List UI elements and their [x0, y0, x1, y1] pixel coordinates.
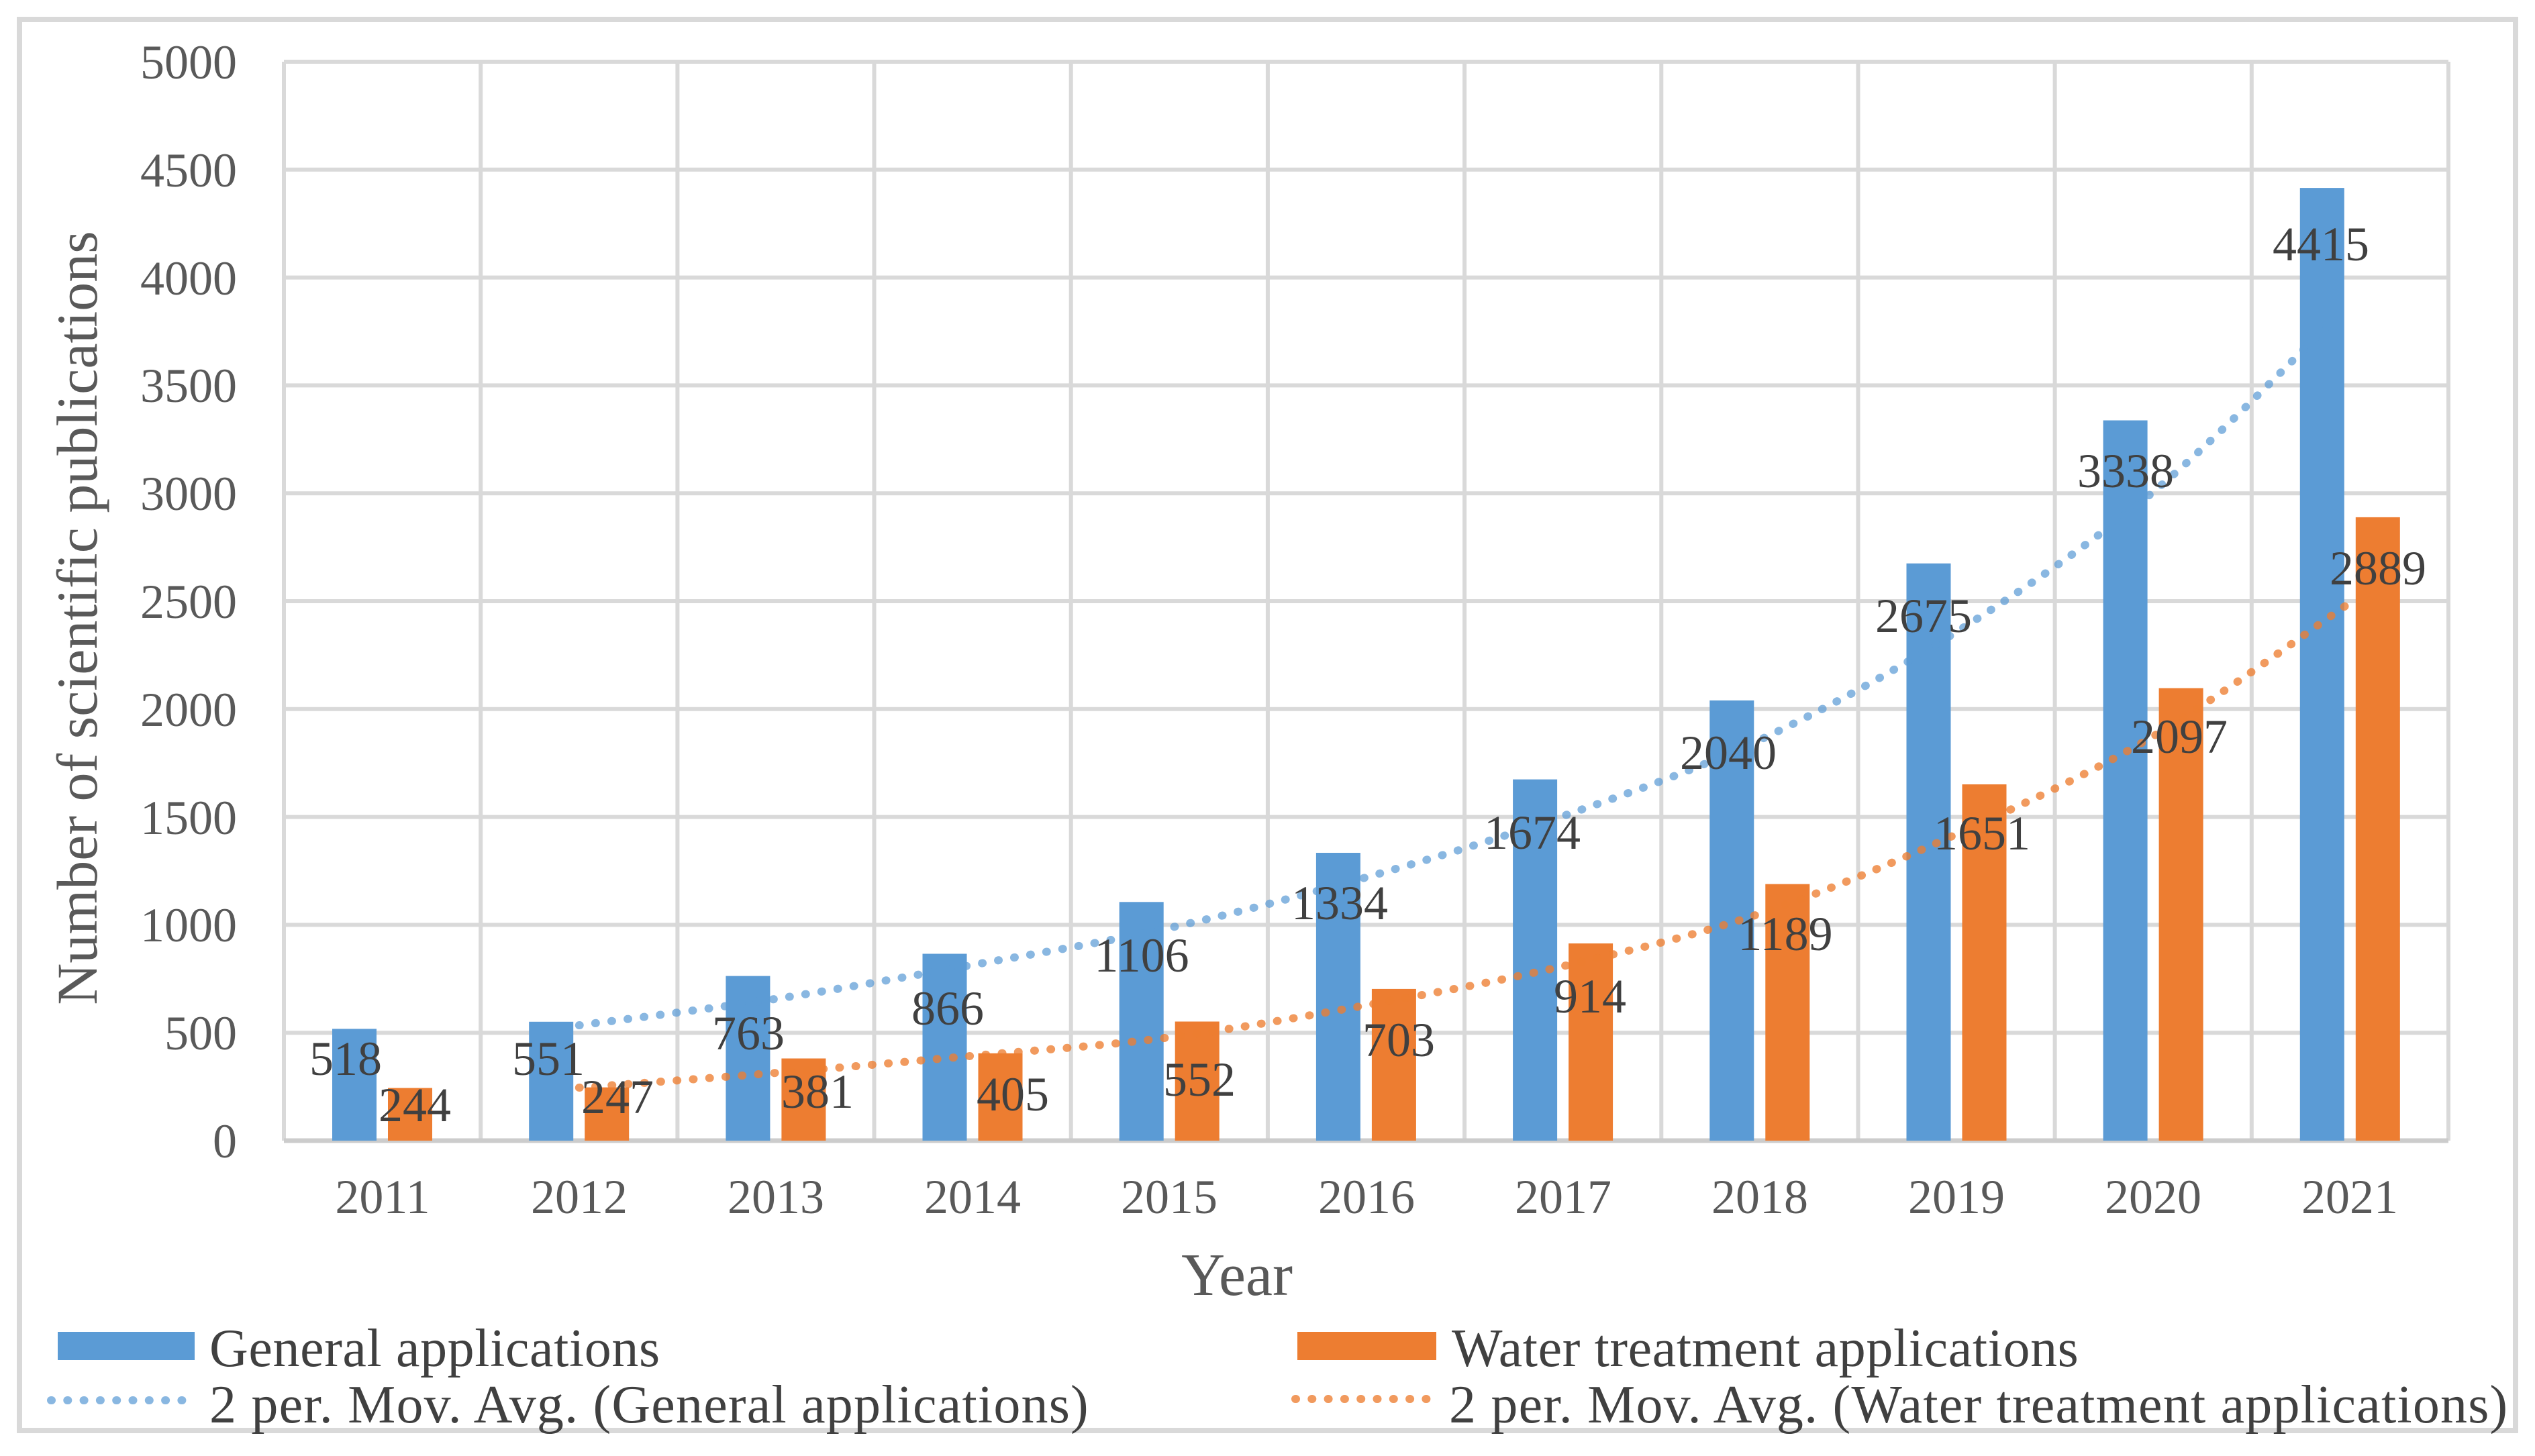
svg-text:405: 405: [977, 1068, 1049, 1121]
svg-text:General applications: General applications: [209, 1319, 660, 1378]
svg-text:Water treatment applications: Water treatment applications: [1452, 1319, 2079, 1378]
svg-text:518: 518: [309, 1032, 382, 1086]
svg-text:500: 500: [164, 1006, 237, 1060]
svg-text:2 per. Mov. Avg. (Water treatm: 2 per. Mov. Avg. (Water treatment applic…: [1449, 1375, 2508, 1435]
svg-text:2018: 2018: [1711, 1170, 1808, 1224]
svg-text:1334: 1334: [1291, 876, 1388, 930]
svg-text:1500: 1500: [140, 791, 237, 845]
svg-text:2011: 2011: [335, 1170, 430, 1224]
svg-text:2 per. Mov. Avg. (General appl: 2 per. Mov. Avg. (General applications): [209, 1375, 1089, 1435]
svg-text:247: 247: [581, 1070, 654, 1124]
svg-text:3338: 3338: [2077, 444, 2174, 498]
svg-text:1674: 1674: [1484, 806, 1581, 860]
svg-text:4000: 4000: [140, 252, 237, 305]
svg-text:4500: 4500: [140, 144, 237, 197]
svg-text:2012: 2012: [531, 1170, 628, 1224]
svg-text:4415: 4415: [2273, 217, 2369, 271]
svg-text:1000: 1000: [140, 898, 237, 952]
svg-text:2016: 2016: [1318, 1170, 1415, 1224]
svg-text:2097: 2097: [2131, 710, 2228, 764]
svg-text:1106: 1106: [1094, 929, 1189, 982]
svg-text:3000: 3000: [140, 467, 237, 521]
svg-text:5000: 5000: [140, 36, 237, 89]
svg-text:2019: 2019: [1908, 1170, 2005, 1224]
svg-text:2013: 2013: [728, 1170, 824, 1224]
svg-text:Number of scientific publicati: Number of scientific publications: [45, 231, 109, 1005]
svg-text:381: 381: [781, 1065, 854, 1119]
svg-text:2500: 2500: [140, 575, 237, 629]
svg-text:1651: 1651: [1934, 807, 2030, 860]
svg-text:2015: 2015: [1121, 1170, 1217, 1224]
svg-text:Year: Year: [1181, 1242, 1293, 1308]
svg-text:763: 763: [712, 1006, 785, 1060]
svg-text:2675: 2675: [1875, 589, 1972, 643]
svg-text:2040: 2040: [1680, 726, 1777, 780]
svg-text:0: 0: [213, 1114, 237, 1168]
svg-text:2000: 2000: [140, 683, 237, 737]
svg-text:2021: 2021: [2301, 1170, 2398, 1224]
svg-text:3500: 3500: [140, 359, 237, 413]
svg-text:703: 703: [1362, 1013, 1435, 1067]
svg-text:866: 866: [911, 982, 984, 1035]
svg-text:551: 551: [512, 1032, 585, 1086]
svg-text:2020: 2020: [2105, 1170, 2201, 1224]
svg-text:2014: 2014: [924, 1170, 1021, 1224]
svg-text:2017: 2017: [1515, 1170, 1611, 1224]
svg-text:244: 244: [379, 1078, 451, 1132]
svg-text:914: 914: [1554, 970, 1626, 1023]
svg-text:2889: 2889: [2330, 541, 2426, 595]
svg-text:1189: 1189: [1738, 907, 1832, 961]
svg-text:552: 552: [1163, 1053, 1236, 1106]
